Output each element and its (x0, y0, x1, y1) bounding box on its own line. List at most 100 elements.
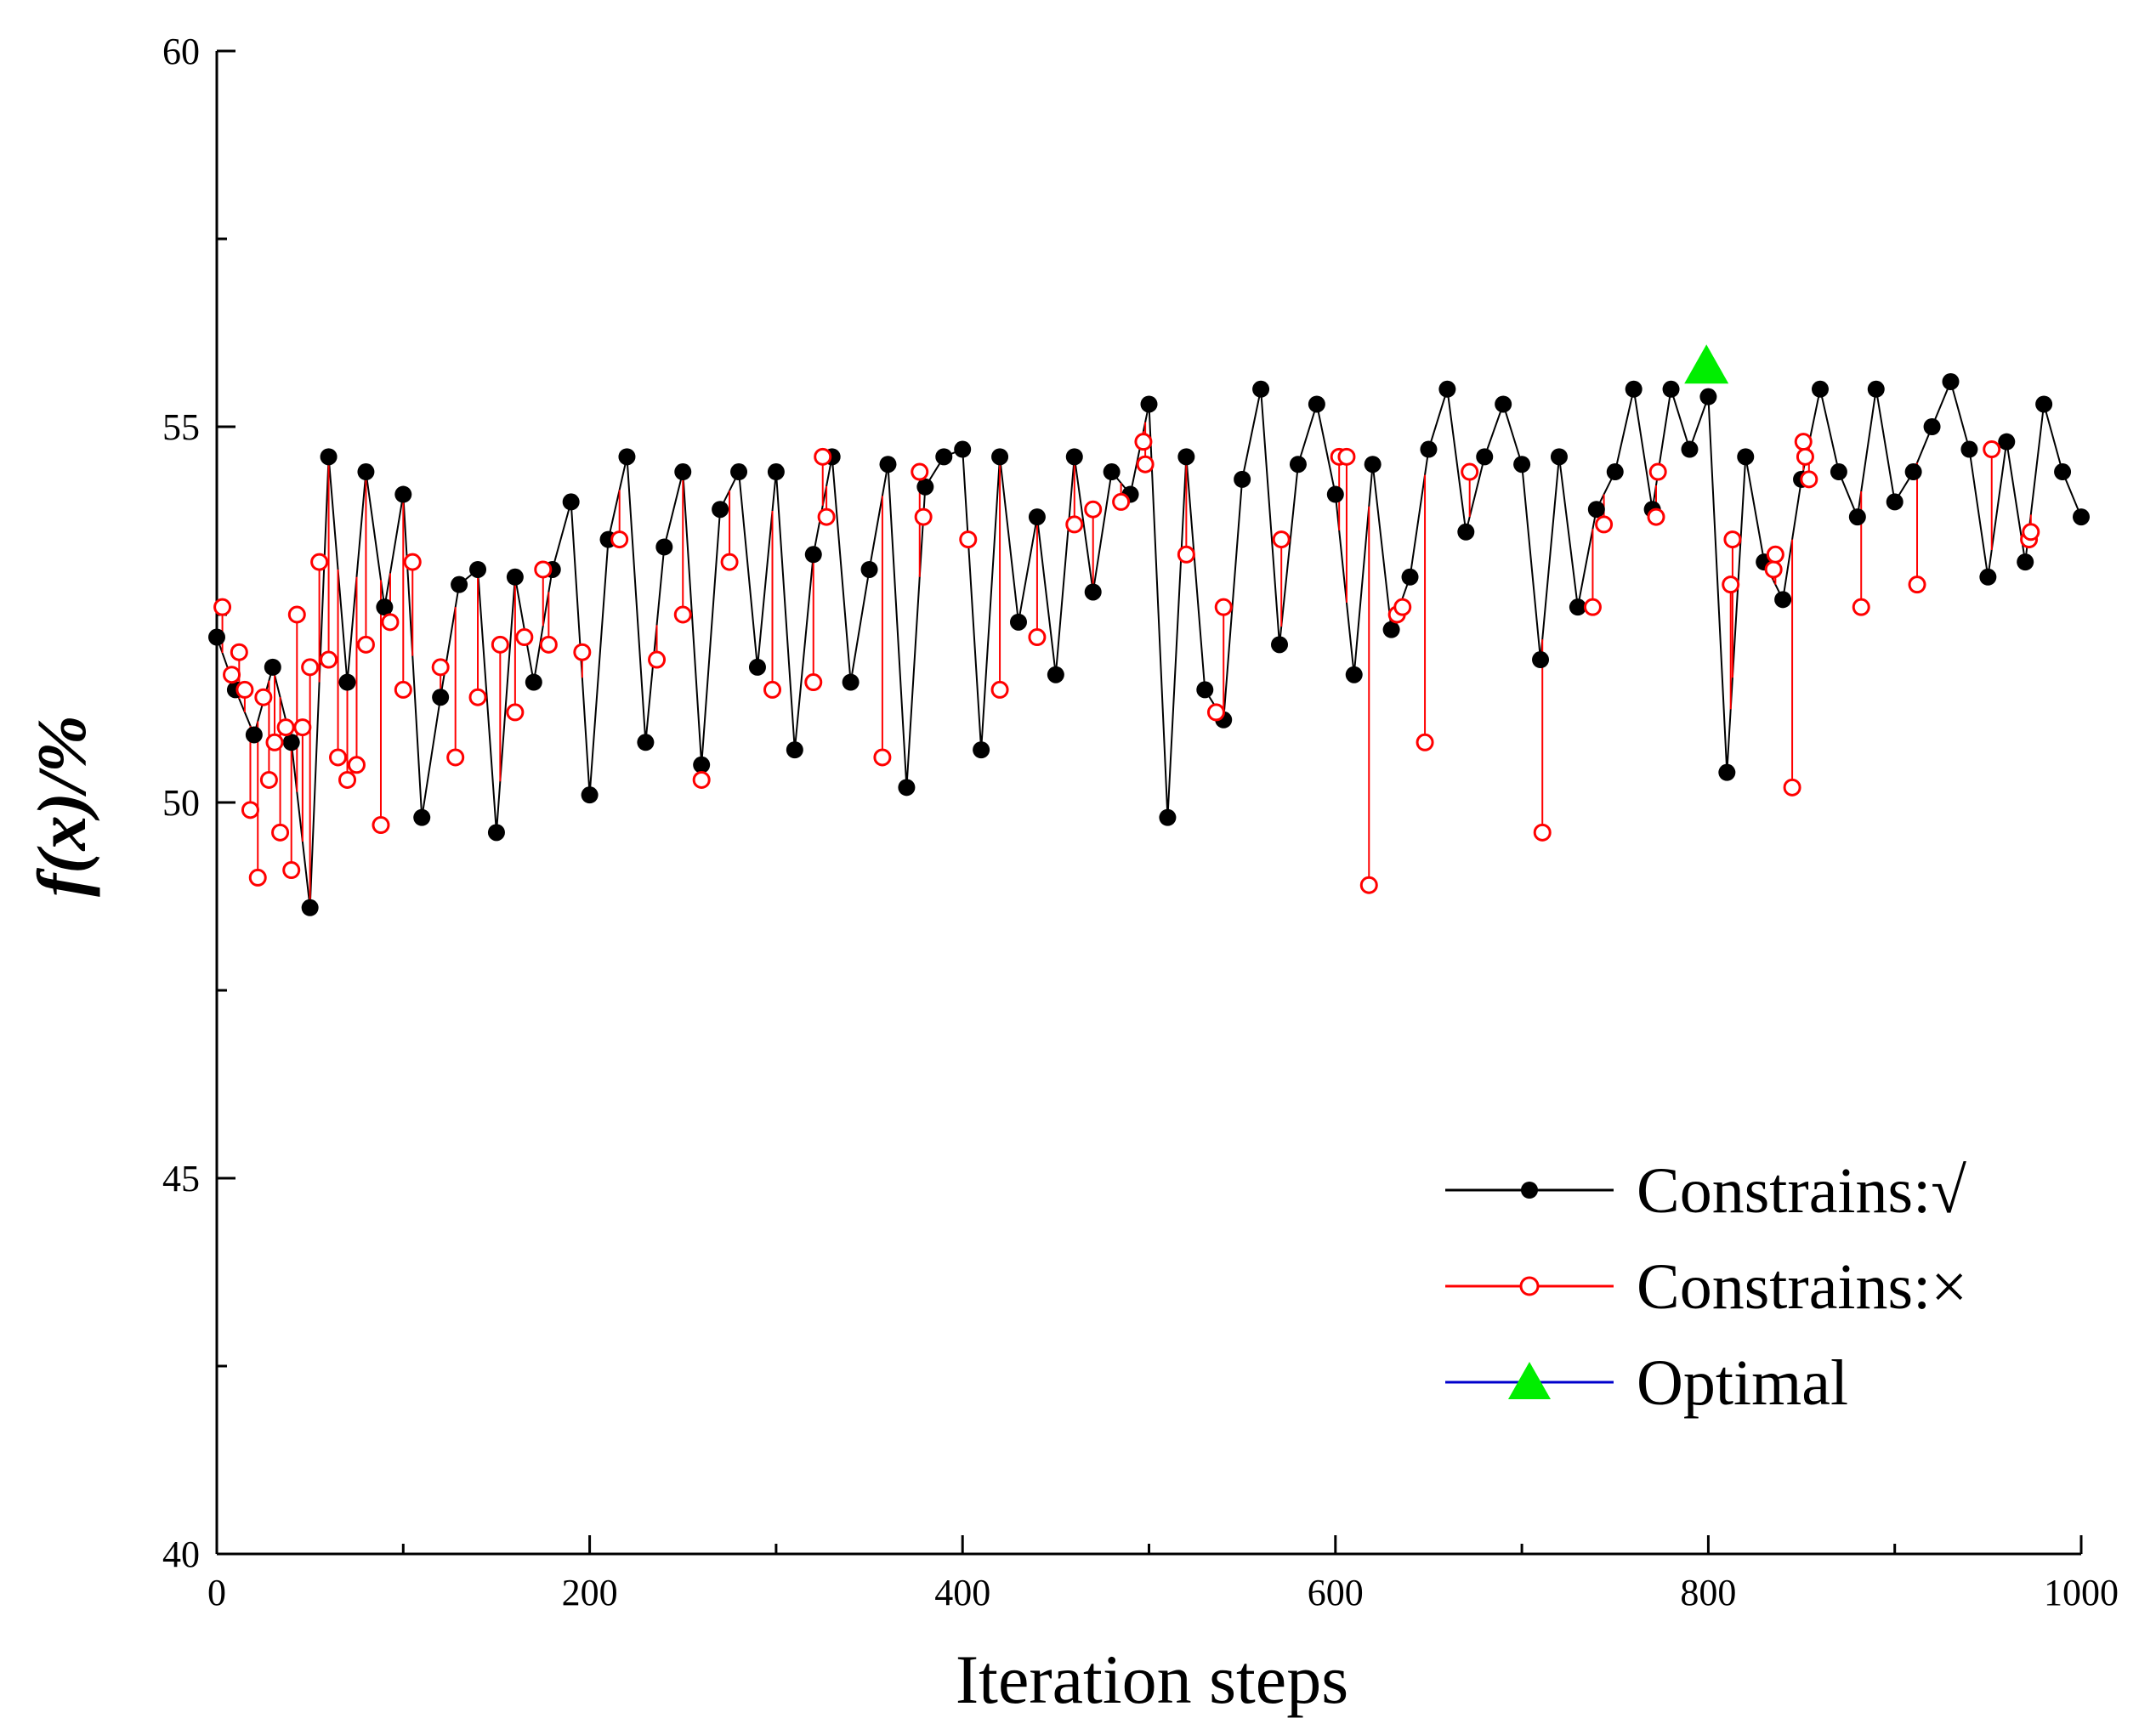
point-feasible (618, 448, 636, 466)
point-infeasible (817, 507, 836, 526)
point-infeasible (431, 658, 450, 677)
point-infeasible (1084, 500, 1103, 519)
point-feasible (1326, 485, 1344, 503)
point-feasible (1662, 380, 1680, 398)
series-layer (208, 344, 2090, 916)
point-infeasible (1796, 447, 1814, 466)
point-infeasible (320, 650, 338, 669)
point-feasible (1308, 395, 1325, 413)
point-feasible (991, 448, 1009, 466)
point-feasible (1587, 501, 1605, 519)
point-feasible (2017, 553, 2034, 571)
point-infeasible (254, 688, 273, 706)
point-feasible (245, 726, 263, 744)
legend-label-feasible: Constrains:√ (1637, 1155, 1966, 1227)
point-feasible (1513, 456, 1531, 473)
point-feasible (1252, 380, 1270, 398)
point-feasible (1084, 583, 1102, 601)
point-infeasible (468, 688, 487, 706)
point-infeasible (990, 680, 1009, 699)
point-infeasible (763, 680, 782, 699)
point-feasible (338, 673, 356, 691)
point-feasible (1569, 598, 1586, 616)
point-infeasible (1583, 598, 1602, 616)
labels-layer: Iteration steps f(x)/% (23, 715, 1348, 1718)
point-infeasible (1112, 492, 1131, 511)
point-feasible (1177, 448, 1195, 466)
point-feasible (767, 463, 785, 481)
point-feasible (637, 734, 655, 751)
point-feasible (1942, 372, 1960, 390)
point-feasible (264, 658, 281, 676)
point-infeasible (1134, 433, 1153, 451)
point-infeasible (1852, 598, 1870, 616)
point-feasible (1848, 508, 1866, 526)
point-feasible (1476, 448, 1494, 466)
point-feasible (357, 463, 375, 481)
point-infeasible (1722, 575, 1740, 594)
point-feasible (1606, 463, 1624, 481)
legend-label-optimal: Optimal (1637, 1347, 1848, 1419)
point-feasible (1065, 448, 1083, 466)
point-feasible (860, 560, 878, 578)
point-infeasible (873, 748, 892, 767)
point-infeasible (720, 553, 739, 571)
point-feasible (432, 689, 450, 706)
point-feasible (1234, 470, 1251, 488)
point-feasible (916, 478, 934, 496)
point-infeasible (372, 816, 390, 835)
point-feasible (1699, 388, 1717, 405)
point-feasible (973, 741, 990, 759)
point-feasible (1998, 433, 2016, 451)
point-feasible (301, 899, 319, 916)
point-feasible (674, 463, 692, 481)
point-feasible (1811, 380, 1829, 398)
point-infeasible (241, 801, 259, 819)
x-tick-label: 0 (207, 1572, 226, 1613)
y-tick-label: 55 (162, 406, 200, 448)
point-infeasible (381, 613, 400, 632)
point-feasible (1718, 763, 1736, 781)
point-feasible (842, 673, 860, 691)
point-infeasible (347, 756, 366, 774)
point-feasible (1289, 456, 1307, 473)
point-infeasible (515, 628, 534, 647)
point-feasible (581, 786, 599, 804)
point-infeasible (1800, 470, 1818, 489)
point-infeasible (534, 560, 553, 579)
point-feasible (1737, 448, 1755, 466)
point-infeasible (1461, 462, 1479, 481)
point-feasible (1047, 666, 1064, 683)
point-infeasible (403, 553, 422, 571)
y-tick-label: 50 (162, 782, 200, 824)
point-infeasible (310, 553, 329, 571)
point-infeasible (1648, 462, 1667, 481)
point-feasible (1364, 456, 1382, 473)
point-feasible (1159, 808, 1177, 826)
point-infeasible (1647, 507, 1665, 526)
legend-label-infeasible: Constrains:× (1637, 1251, 1967, 1323)
point-infeasible (271, 823, 290, 842)
point-infeasible (692, 770, 711, 789)
point-feasible (730, 463, 748, 481)
point-infeasible (1764, 560, 1783, 579)
point-feasible (1960, 440, 1978, 458)
point-infeasible (1766, 545, 1784, 564)
point-feasible (1196, 681, 1214, 699)
point-infeasible (1177, 545, 1195, 564)
point-infeasible (959, 530, 978, 549)
point-feasible (1140, 395, 1158, 413)
point-infeasible (223, 666, 241, 684)
point-feasible (1009, 613, 1027, 631)
point-feasible (2035, 395, 2053, 413)
point-infeasible (1359, 876, 1378, 894)
point-feasible (804, 546, 822, 564)
point-infeasible (573, 643, 592, 661)
point-feasible (1886, 493, 1904, 511)
legend-marker-feasible (1521, 1182, 1538, 1199)
x-tick-label: 200 (562, 1572, 618, 1613)
point-optimal (1684, 344, 1729, 384)
point-feasible (655, 538, 673, 556)
point-infeasible (301, 658, 320, 677)
